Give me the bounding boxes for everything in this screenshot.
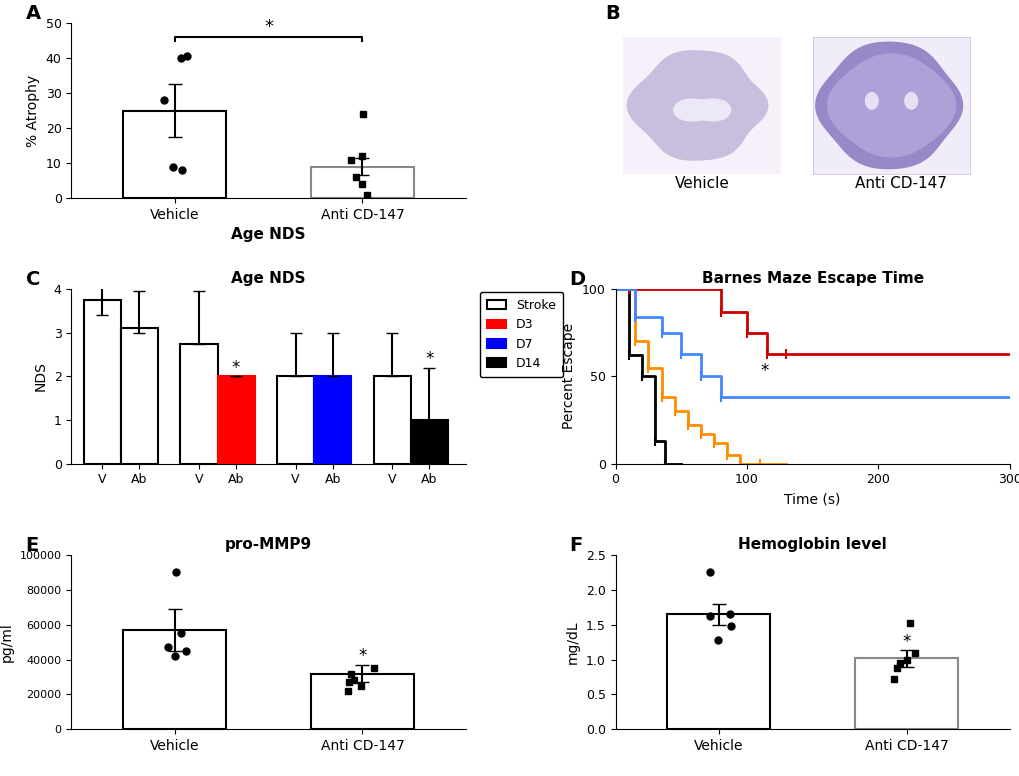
Sham Anti-CD147 <box>675 459 687 469</box>
Text: B: B <box>604 5 620 23</box>
X-axis label: Time (s): Time (s) <box>784 492 840 506</box>
Bar <box>666 614 769 729</box>
Stroke Vehicle <box>608 284 621 293</box>
Sham Anti-CD147 <box>622 351 634 360</box>
Title: Hemoglobin level: Hemoglobin level <box>738 537 887 552</box>
Bar <box>84 300 121 464</box>
Text: *: * <box>425 350 433 368</box>
Text: *: * <box>902 633 910 651</box>
Stroke Anti-CD147 <box>675 349 687 359</box>
Y-axis label: mg/dL: mg/dL <box>566 620 580 663</box>
Stroke Anti-CD147 <box>694 372 706 381</box>
Stroke Vehicle <box>760 349 772 359</box>
Stroke Anti-CD147 <box>608 284 621 293</box>
Bar <box>123 111 226 198</box>
Bar <box>217 376 255 464</box>
Y-axis label: pg/ml: pg/ml <box>0 622 14 662</box>
Line: Stroke Anti-CD147: Stroke Anti-CD147 <box>614 289 1009 397</box>
Sham Vehicle <box>734 459 746 469</box>
Bar <box>180 344 217 464</box>
Bar <box>314 376 351 464</box>
Bar <box>123 630 226 729</box>
Text: *: * <box>358 647 366 665</box>
X-axis label: Age NDS: Age NDS <box>231 227 306 242</box>
Sham Vehicle <box>720 450 733 459</box>
Bar <box>854 658 957 729</box>
Stroke Vehicle <box>740 328 752 338</box>
Sham Vehicle <box>681 421 693 430</box>
Sham Vehicle <box>608 284 621 293</box>
Title: Age NDS: Age NDS <box>231 272 306 286</box>
Line: Sham Vehicle: Sham Vehicle <box>614 289 786 464</box>
Sham Vehicle <box>707 438 719 448</box>
Text: A: A <box>25 5 41 23</box>
Sham Vehicle <box>694 429 706 438</box>
Bar <box>373 376 411 464</box>
Polygon shape <box>904 92 917 109</box>
Text: C: C <box>25 270 40 289</box>
Polygon shape <box>865 92 877 109</box>
Text: *: * <box>231 359 240 377</box>
Sham Vehicle <box>629 337 641 346</box>
Polygon shape <box>627 51 767 160</box>
Sham Vehicle <box>667 407 680 416</box>
Sham Vehicle <box>655 393 667 402</box>
Line: Stroke Vehicle: Stroke Vehicle <box>614 289 1009 354</box>
Stroke Anti-CD147 <box>714 393 727 402</box>
Y-axis label: Percent Escape: Percent Escape <box>561 324 576 429</box>
Y-axis label: NDS: NDS <box>34 362 48 391</box>
Text: Vehicle: Vehicle <box>675 175 729 191</box>
Text: F: F <box>569 535 582 555</box>
Bar <box>411 420 447 464</box>
Stroke Anti-CD147 <box>655 328 667 338</box>
Sham Vehicle <box>780 459 792 469</box>
Stroke Anti-CD147 <box>629 312 641 321</box>
Sham Vehicle <box>753 459 765 469</box>
Stroke Vehicle <box>1003 349 1015 359</box>
Y-axis label: % Atrophy: % Atrophy <box>26 74 40 147</box>
Legend: Stroke, D3, D7, D14: Stroke, D3, D7, D14 <box>479 292 562 377</box>
Polygon shape <box>815 42 962 168</box>
Sham Anti-CD147 <box>658 459 671 469</box>
Text: E: E <box>25 535 39 555</box>
Sham Anti-CD147 <box>608 284 621 293</box>
Sham Anti-CD147 <box>648 436 660 445</box>
Bar <box>277 376 314 464</box>
Sham Anti-CD147 <box>635 372 647 381</box>
Text: *: * <box>264 18 273 36</box>
Stroke Anti-CD147 <box>1003 393 1015 402</box>
Bar <box>311 674 414 729</box>
Sham Vehicle <box>642 363 654 372</box>
Polygon shape <box>674 99 730 121</box>
Text: *: * <box>759 362 767 380</box>
Bar <box>121 328 158 464</box>
Stroke Vehicle <box>714 307 727 317</box>
Stroke Vehicle <box>780 349 792 359</box>
Text: D: D <box>569 270 585 289</box>
Polygon shape <box>826 54 955 157</box>
Bar <box>311 167 414 198</box>
Title: pro-MMP9: pro-MMP9 <box>225 537 312 552</box>
Stroke Vehicle <box>622 284 634 293</box>
Line: Sham Anti-CD147: Sham Anti-CD147 <box>614 289 681 464</box>
Title: Barnes Maze Escape Time: Barnes Maze Escape Time <box>701 272 923 286</box>
Text: Anti CD-147: Anti CD-147 <box>855 175 947 191</box>
